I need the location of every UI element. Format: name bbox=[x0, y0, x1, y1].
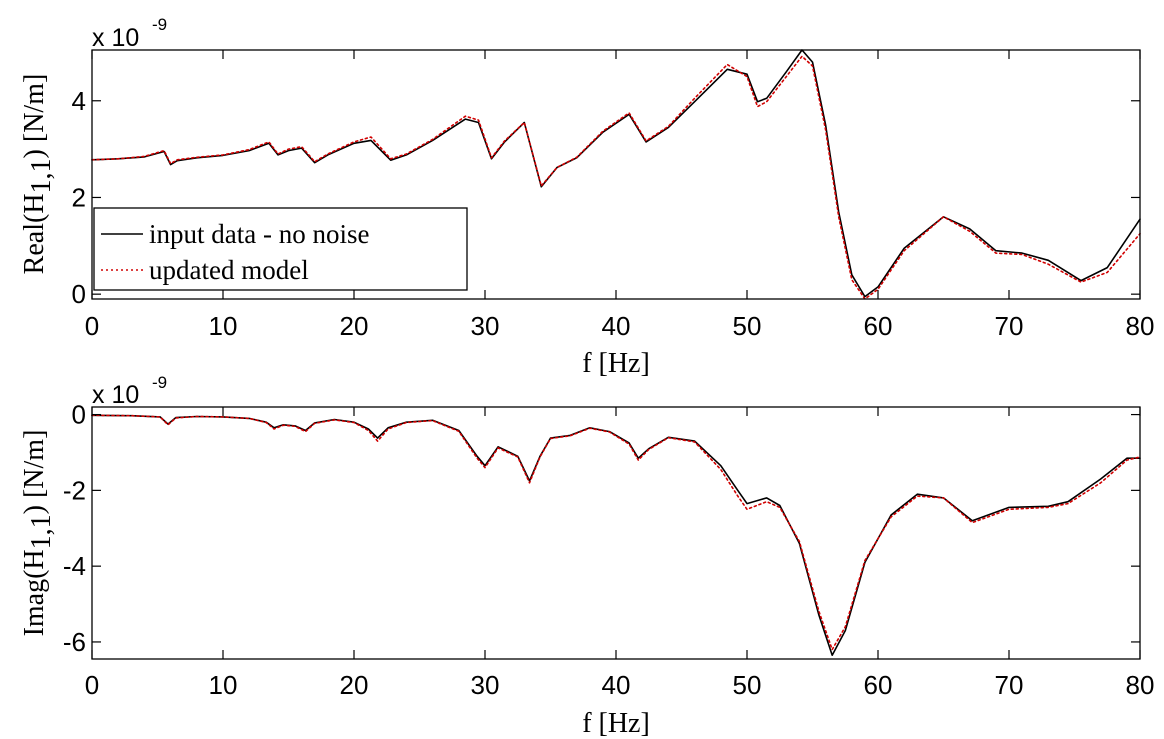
top-y-tick-label: 2 bbox=[72, 182, 86, 212]
top-x-tick-label: 40 bbox=[602, 311, 631, 341]
bottom-x-tick-label: 60 bbox=[864, 670, 893, 700]
legend-label-updated-model: updated model bbox=[149, 255, 309, 285]
bottom-x-tick-label: 80 bbox=[1126, 670, 1155, 700]
bottom-x-tick-label: 50 bbox=[733, 670, 762, 700]
bottom-y-tick-label: 0 bbox=[72, 400, 86, 430]
top-x-tick-label: 10 bbox=[209, 311, 238, 341]
top-x-tick-label: 0 bbox=[85, 311, 99, 341]
bottom-exponent-power: -9 bbox=[152, 373, 167, 392]
top-x-tick-label: 80 bbox=[1126, 311, 1155, 341]
bottom-y-tick-label: -4 bbox=[63, 551, 86, 581]
top-tick-labels-layer: 0 10 20 30 40 50 60 70 80 0 2 4 bbox=[72, 86, 1155, 341]
top-y-label-prefix: Real(H bbox=[19, 193, 50, 274]
bottom-exponent-label: x 10 bbox=[92, 381, 139, 409]
bottom-series-line-1 bbox=[91, 414, 1141, 651]
legend: input data - no noise updated model bbox=[93, 207, 468, 291]
bottom-y-label-subscript: 1,1 bbox=[26, 514, 57, 549]
top-x-tick-label: 50 bbox=[733, 311, 762, 341]
bottom-x-tick-label: 70 bbox=[995, 670, 1024, 700]
bottom-x-tick-label: 0 bbox=[85, 670, 99, 700]
bottom-y-axis-label: Imag(H1,1) [N/m] bbox=[19, 430, 57, 637]
top-y-tick-label: 4 bbox=[72, 86, 86, 116]
top-exponent-base: x 10 bbox=[92, 24, 139, 52]
top-x-tick-label: 20 bbox=[340, 311, 369, 341]
bottom-x-tick-label: 40 bbox=[602, 670, 631, 700]
top-exponent-power: -9 bbox=[152, 15, 167, 34]
top-exponent-label: x 10 bbox=[92, 24, 139, 52]
bottom-chart: 0 10 20 30 40 50 60 70 800-2-4-6 x 10 -9 f [Hz] … bbox=[19, 373, 1154, 739]
bottom-x-tick-label: 30 bbox=[471, 670, 500, 700]
bottom-y-tick-label: -6 bbox=[63, 627, 86, 657]
bottom-x-axis-label: f [Hz] bbox=[582, 708, 650, 739]
top-series-line-1 bbox=[91, 55, 1141, 300]
top-y-label-subscript: 1,1 bbox=[26, 158, 57, 193]
top-x-tick-label: 70 bbox=[995, 311, 1024, 341]
top-series-layer bbox=[91, 49, 1141, 300]
bottom-series-layer bbox=[91, 414, 1141, 657]
top-x-tick-label: 60 bbox=[864, 311, 893, 341]
top-y-axis-label: Real(H1,1) [N/m] bbox=[19, 74, 57, 275]
bottom-y-label-prefix: Imag(H bbox=[19, 549, 50, 636]
bottom-exponent-base: x 10 bbox=[92, 381, 139, 409]
bottom-axes-frame bbox=[91, 406, 1141, 660]
bottom-y-label-suffix: ) [N/m] bbox=[19, 430, 50, 515]
top-x-tick-label: 30 bbox=[471, 311, 500, 341]
legend-label-input-data: input data - no noise bbox=[149, 219, 369, 249]
bottom-x-tick-label: 10 bbox=[209, 670, 238, 700]
legend-box bbox=[93, 207, 468, 291]
bottom-y-tick-label: -2 bbox=[63, 475, 86, 505]
bottom-tick-labels-layer: 0 10 20 30 40 50 60 70 80 0 -2 -4 -6 bbox=[63, 400, 1155, 700]
bottom-x-tick-label: 20 bbox=[340, 670, 369, 700]
top-y-tick-label: 0 bbox=[72, 279, 86, 309]
top-y-label-suffix: ) [N/m] bbox=[19, 74, 50, 159]
top-axes-frame bbox=[91, 49, 1141, 300]
top-x-axis-label: f [Hz] bbox=[582, 348, 650, 379]
top-chart: 0 10 20 30 40 50 60 70 80 0 2 4 x 10 -9 f [Hz] Real… bbox=[19, 15, 1154, 379]
